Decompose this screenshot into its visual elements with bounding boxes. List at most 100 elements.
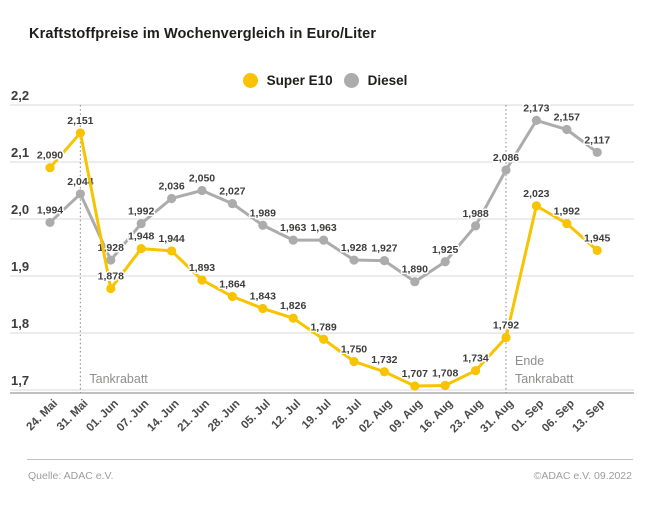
copyright-note: ©ADAC e.V. 09.2022	[533, 470, 632, 482]
data-label: 1,928	[341, 242, 367, 254]
data-point	[501, 332, 511, 343]
y-tick-label: 2,2	[11, 88, 29, 103]
x-tick-label: 06. Sep	[540, 398, 577, 435]
data-point	[319, 334, 329, 344]
data-point	[167, 246, 177, 256]
data-label: 2,173	[523, 102, 549, 114]
y-tick-label: 1,9	[11, 259, 29, 274]
data-point	[471, 366, 481, 376]
data-label: 2,023	[523, 188, 549, 200]
data-label: 1,750	[341, 344, 367, 356]
legend-item-diesel: Diesel	[343, 73, 408, 88]
x-tick-label: 31. Aug	[479, 398, 517, 436]
data-label: 1,992	[128, 206, 154, 218]
data-point	[258, 220, 268, 230]
data-point	[440, 257, 450, 267]
chart-legend: Super E10 Diesel	[0, 73, 650, 88]
data-point	[258, 303, 268, 314]
y-tick-label: 1,7	[11, 373, 29, 388]
data-point	[75, 189, 85, 199]
data-label: 2,157	[554, 112, 580, 124]
legend-label-diesel: Diesel	[367, 73, 408, 88]
data-point	[349, 255, 359, 265]
data-label: 1,963	[280, 222, 306, 234]
data-label: 2,117	[584, 134, 610, 146]
x-tick-label: 07. Jun	[115, 398, 152, 435]
data-label: 1,708	[432, 367, 458, 379]
y-tick-label: 1,8	[11, 316, 29, 331]
data-label: 1,878	[98, 271, 124, 283]
data-point	[501, 165, 511, 175]
data-label: 1,789	[310, 321, 336, 333]
data-point	[136, 244, 146, 254]
x-tick-label: 12. Jul	[270, 398, 304, 432]
data-point	[106, 283, 116, 294]
super-e10-swatch-icon	[242, 73, 258, 88]
x-tick-label: 05. Jul	[239, 398, 273, 432]
data-label: 1,989	[250, 207, 276, 219]
x-tick-label: 01. Jun	[84, 398, 121, 435]
data-label: 1,963	[310, 222, 336, 234]
data-label: 1,992	[554, 206, 580, 218]
data-point	[349, 356, 359, 367]
gridlines: 2,2 2,1 2,0 1,9 1,8 1,7	[10, 88, 634, 391]
series-diesel: 1,9942,0441,9281,9922,0362,0502,0271,989…	[35, 101, 612, 287]
data-label: 1,925	[432, 244, 458, 256]
x-tick-label: 14. Jun	[145, 398, 182, 435]
data-point	[562, 124, 572, 135]
data-label: 2,151	[67, 115, 93, 127]
data-label: 1,944	[158, 233, 184, 245]
data-point	[136, 218, 146, 229]
data-point	[592, 147, 602, 157]
data-point	[531, 201, 542, 211]
legend-item-super-e10: Super E10	[242, 73, 333, 88]
data-point	[319, 235, 329, 245]
x-tick-label: 21. Jun	[176, 398, 213, 435]
data-label: 1,826	[280, 300, 306, 312]
data-label: 1,994	[37, 204, 63, 216]
data-label: 1,927	[371, 243, 397, 255]
data-point	[288, 313, 298, 323]
data-point	[227, 291, 237, 302]
data-point	[45, 217, 55, 228]
x-tick-label: 28. Jun	[206, 398, 243, 435]
data-point	[45, 163, 55, 173]
legend-label-super-e10: Super E10	[266, 73, 333, 88]
data-label: 2,050	[189, 173, 215, 185]
x-tick-label: 01. Sep	[510, 398, 547, 435]
footer-divider	[27, 459, 633, 460]
y-tick-label: 2,0	[11, 202, 29, 217]
data-point	[562, 218, 572, 229]
data-label: 1,988	[462, 208, 488, 220]
x-tick-label: 13. Sep	[570, 398, 607, 435]
data-label: 2,036	[158, 180, 184, 192]
annotation-text: Ende	[515, 354, 544, 368]
data-label: 1,945	[584, 232, 610, 244]
data-point	[167, 193, 177, 204]
data-label: 2,090	[37, 150, 63, 162]
x-tick-label: 31. Mai	[55, 398, 91, 434]
data-point	[288, 235, 298, 245]
annotation-text: Tankrabatt	[515, 372, 574, 386]
data-label: 1,893	[189, 262, 215, 274]
x-tick-label: 24. Mai	[25, 398, 61, 434]
data-label: 1,890	[402, 264, 428, 276]
annotation-ende-tankrabatt: Ende Tankrabatt	[505, 105, 574, 393]
data-point	[197, 185, 207, 196]
data-point	[227, 199, 237, 209]
data-label: 1,792	[493, 320, 519, 332]
data-point	[592, 245, 602, 255]
annotation-tankrabatt: Tankrabatt	[79, 105, 148, 393]
data-label: 2,086	[493, 152, 519, 164]
data-point	[440, 380, 450, 391]
data-point	[531, 115, 542, 125]
data-point	[410, 277, 420, 287]
data-label: 1,864	[219, 279, 245, 291]
data-point	[410, 381, 420, 391]
data-label: 1,734	[462, 353, 488, 365]
data-label: 1,948	[128, 231, 154, 243]
data-point	[379, 367, 389, 377]
source-note: Quelle: ADAC e.V.	[28, 470, 114, 482]
